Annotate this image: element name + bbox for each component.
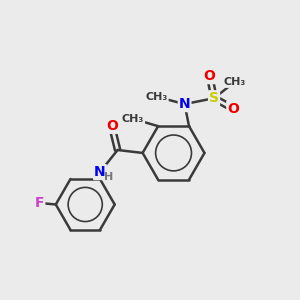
Text: O: O [204, 69, 216, 83]
Text: N: N [94, 165, 106, 179]
Text: CH₃: CH₃ [146, 92, 168, 102]
Text: CH₃: CH₃ [224, 77, 246, 87]
Text: S: S [209, 91, 219, 105]
Text: CH₃: CH₃ [122, 114, 144, 124]
Text: O: O [227, 101, 239, 116]
Text: N: N [179, 97, 190, 111]
Text: F: F [35, 196, 44, 210]
Text: H: H [103, 172, 113, 182]
Text: O: O [106, 119, 118, 133]
